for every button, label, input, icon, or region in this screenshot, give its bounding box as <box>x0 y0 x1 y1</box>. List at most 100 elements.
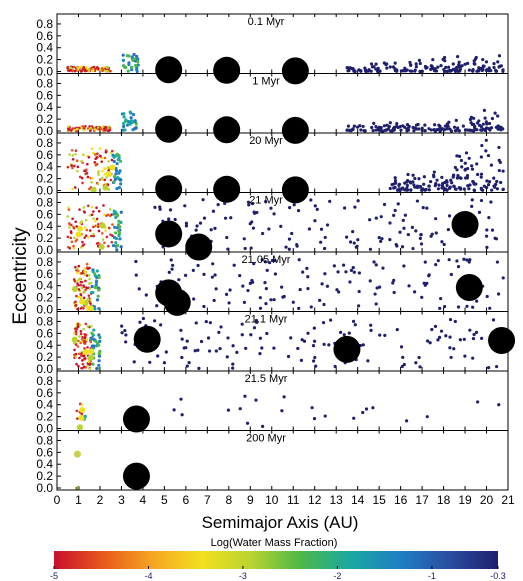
particle-point <box>306 286 310 291</box>
particle-point <box>89 234 93 238</box>
particle-point <box>391 65 396 69</box>
particle-point <box>404 419 409 423</box>
particle-point <box>496 114 500 118</box>
particle-point <box>417 177 421 181</box>
particle-point <box>452 125 457 129</box>
particle-point <box>401 186 405 190</box>
particle-point <box>485 68 489 72</box>
particle-point <box>458 176 462 180</box>
particle-point <box>288 206 292 210</box>
particle-point <box>476 400 480 404</box>
particle-point <box>501 169 505 173</box>
particle-point <box>87 305 94 312</box>
particle-point <box>92 344 96 348</box>
x-tick-label: 17 <box>415 493 429 507</box>
particle-point <box>197 366 201 370</box>
particle-point <box>92 151 95 155</box>
particle-point <box>466 61 470 65</box>
particle-point <box>392 213 396 217</box>
particle-point <box>351 230 355 234</box>
particle-point <box>439 128 443 132</box>
particle-point <box>91 69 95 73</box>
particle-point <box>117 229 121 233</box>
particle-point <box>335 288 339 292</box>
particle-point <box>92 234 95 238</box>
particle-point <box>77 264 81 268</box>
particle-point <box>418 365 422 369</box>
particle-point <box>106 213 110 217</box>
panel-title: 0.1 Myr <box>248 16 285 28</box>
particle-point <box>362 129 366 133</box>
particle-point <box>74 343 78 346</box>
particle-point <box>318 298 322 302</box>
particle-point <box>202 272 206 276</box>
particle-point <box>110 240 114 244</box>
particle-point <box>94 163 98 167</box>
particle-point <box>388 221 392 225</box>
particle-point <box>472 59 476 63</box>
y-tick-label: 0.8 <box>36 17 53 31</box>
particle-point <box>85 274 89 277</box>
giant-planet <box>281 176 309 204</box>
particle-point <box>77 288 81 291</box>
particle-point <box>351 266 355 270</box>
particle-point <box>453 319 457 324</box>
particle-point <box>218 346 222 351</box>
particle-point <box>84 322 88 326</box>
particle-point <box>74 355 78 359</box>
particle-point <box>74 330 78 334</box>
particle-point <box>94 128 97 131</box>
particle-point <box>105 170 112 177</box>
particle-point <box>302 339 307 343</box>
particle-point <box>455 67 459 71</box>
particle-point <box>359 69 363 73</box>
particle-point <box>258 306 263 310</box>
particle-point <box>72 65 76 69</box>
particle-point <box>88 214 92 217</box>
particle-point <box>76 417 79 420</box>
particle-point <box>421 187 425 191</box>
particle-point <box>286 354 291 359</box>
particle-point <box>269 206 273 210</box>
particle-point <box>355 244 359 248</box>
particle-point <box>91 268 95 272</box>
particle-point <box>481 57 485 62</box>
particle-point <box>128 122 132 126</box>
particle-point <box>225 355 229 359</box>
particle-point <box>226 336 230 340</box>
particle-point <box>493 185 497 189</box>
particle-point <box>83 270 86 273</box>
particle-point <box>267 227 271 231</box>
particle-point <box>493 236 497 240</box>
particle-point <box>425 339 430 343</box>
particle-point <box>440 240 444 244</box>
particle-point <box>119 182 123 186</box>
particle-point <box>423 260 427 264</box>
particle-point <box>272 346 276 350</box>
particle-point <box>372 260 376 264</box>
panel-title: 21.5 Myr <box>245 373 288 385</box>
particle-point <box>223 216 228 220</box>
particle-point <box>184 224 189 228</box>
particle-point <box>352 124 356 128</box>
particle-point <box>99 222 106 229</box>
x-tick-label: 6 <box>183 493 190 507</box>
y-tick-label: 0.8 <box>36 374 53 388</box>
particle-point <box>93 161 97 164</box>
particle-point <box>431 173 436 177</box>
particle-point <box>67 206 70 210</box>
y-tick-label: 0.4 <box>36 100 53 114</box>
particle-point <box>193 349 197 353</box>
particle-point <box>83 236 86 240</box>
particle-point <box>246 200 251 204</box>
particle-point <box>353 205 357 209</box>
particle-point <box>90 284 94 289</box>
particle-point <box>497 54 502 58</box>
particle-point <box>414 65 418 69</box>
particle-point <box>92 210 95 213</box>
particle-point <box>79 246 83 249</box>
particle-point <box>191 268 195 272</box>
particle-point <box>497 158 501 162</box>
particle-point <box>374 62 378 66</box>
particle-point <box>434 181 438 186</box>
